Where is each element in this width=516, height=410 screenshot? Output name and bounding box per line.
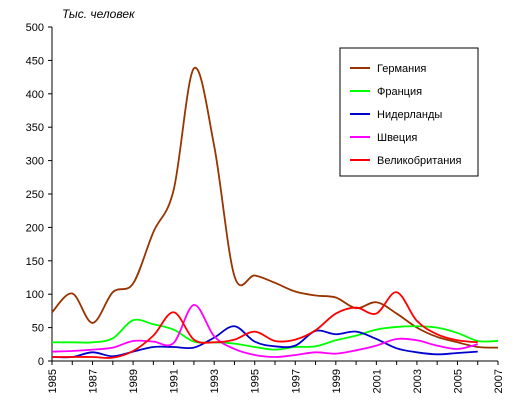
x-tick-label: 1991 <box>169 369 181 393</box>
series-line-germany <box>51 66 499 349</box>
y-tick-label: 300 <box>26 156 44 168</box>
y-tick-label: 350 <box>26 122 44 134</box>
x-tick-label: 2005 <box>452 369 464 393</box>
y-tick-label: 450 <box>26 55 44 67</box>
x-tick-label: 1997 <box>290 369 302 393</box>
x-tick-label: 1987 <box>88 369 100 393</box>
x-tick-label: 2007 <box>493 369 505 393</box>
x-tick-label: 2003 <box>412 369 424 393</box>
legend-label-sweden: Швеция <box>377 132 417 144</box>
x-tick-label: 2001 <box>371 369 383 393</box>
y-axis-unit-label: Тыс. человек <box>62 7 136 21</box>
x-tick-label: 1989 <box>128 369 140 393</box>
x-tick-label: 1985 <box>47 369 59 393</box>
x-tick-label: 1999 <box>331 369 343 393</box>
x-tick-label: 1995 <box>250 369 262 393</box>
series-line-uk <box>52 291 478 359</box>
series-line-sweden <box>51 303 478 358</box>
legend-label-netherlands: Нидерланды <box>377 109 442 121</box>
plot-area <box>51 66 499 359</box>
legend-box <box>339 47 479 177</box>
y-tick-label: 250 <box>26 189 44 201</box>
series-line-netherlands <box>51 325 478 359</box>
y-tick-label: 500 <box>26 22 44 34</box>
x-tick-label: 1993 <box>209 369 221 393</box>
legend-label-germany: Германия <box>377 63 426 75</box>
y-tick-label: 50 <box>32 323 44 335</box>
y-tick-label: 0 <box>38 356 44 368</box>
y-tick-label: 400 <box>26 89 44 101</box>
y-tick-label: 150 <box>26 256 44 268</box>
legend: Германия Франция Нидерланды Швеция Великобри… <box>339 47 479 177</box>
y-tick-label: 200 <box>26 222 44 234</box>
legend-label-uk: Великобритания <box>377 155 462 167</box>
y-axis: 0 50 100 150 200 250 300 350 400 450 500 <box>26 22 53 368</box>
x-axis: 1985 1987 1989 1991 1993 1995 1997 1999 2001 2003… <box>47 360 505 393</box>
legend-label-france: Франция <box>377 86 422 98</box>
y-tick-label: 100 <box>26 289 44 301</box>
